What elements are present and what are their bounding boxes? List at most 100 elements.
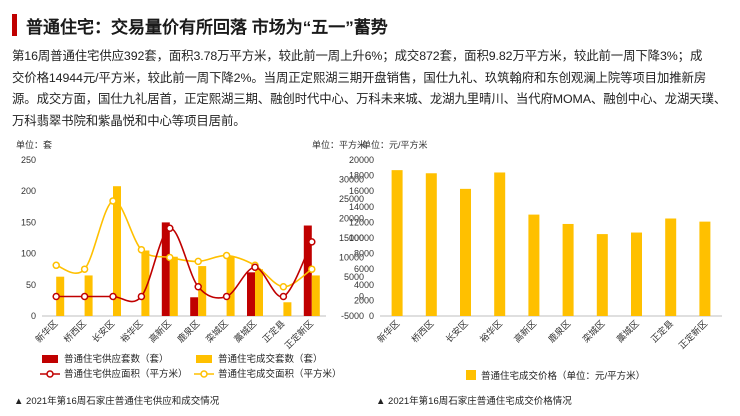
page-title: 普通住宅：交易量价有所回落 市场为“五一”蓄势 bbox=[26, 18, 388, 37]
x-tick-label: 桥西区 bbox=[409, 318, 436, 345]
x-tick-label: 藁城区 bbox=[614, 318, 641, 345]
title-bar: 普通住宅：交易量价有所回落 市场为“五一”蓄势 bbox=[0, 12, 740, 40]
chart-caption: ▲ 2021年第16周石家庄普通住宅成交价格情况 bbox=[376, 395, 572, 407]
paragraph-line: 万科翡翠书院和紫晶悦和中心等项目居前。 bbox=[12, 113, 246, 128]
price-bar bbox=[665, 218, 677, 316]
deal-area-line bbox=[55, 200, 313, 288]
y-tick-label: 16000 bbox=[349, 186, 374, 196]
x-tick-label: 裕华区 bbox=[477, 318, 504, 345]
price-bar bbox=[699, 221, 711, 316]
summary-paragraph: 第16周普通住宅供应392套，面积3.78万平方米，较此前一周上升6%；成交87… bbox=[12, 46, 730, 132]
legend-swatch-deal-units bbox=[196, 355, 212, 363]
y-tick-label: 20000 bbox=[349, 155, 374, 165]
x-tick-label: 长安区 bbox=[443, 318, 470, 345]
y-tick-label: 18000 bbox=[349, 171, 374, 181]
right-tick-label: 0 bbox=[359, 292, 364, 302]
right-tick-label: 25000 bbox=[339, 194, 364, 204]
legend-label: 普通住宅供应套数（套） bbox=[64, 353, 169, 365]
y-tick-label: 0 bbox=[369, 311, 374, 321]
right-tick-label: 10000 bbox=[339, 253, 364, 263]
title-accent-bar bbox=[12, 14, 17, 36]
y-tick-label: 12000 bbox=[349, 217, 374, 227]
supply-area-marker bbox=[80, 292, 89, 301]
deal-units-bar bbox=[113, 186, 121, 316]
deal-area-marker bbox=[222, 251, 231, 260]
legend-label: 普通住宅成交价格（单位：元/平方米） bbox=[481, 370, 645, 382]
legend-swatch-deal-area-marker bbox=[200, 370, 208, 378]
deal-units-bar bbox=[169, 256, 178, 316]
supply-area-marker bbox=[194, 283, 202, 291]
x-tick-label: 鹿泉区 bbox=[546, 318, 573, 345]
right-tick-label: 15000 bbox=[339, 233, 364, 243]
left-tick-label: 150 bbox=[21, 217, 36, 227]
supply-area-marker bbox=[222, 292, 231, 301]
price-bar bbox=[391, 170, 403, 316]
left-axis-unit: 单位：套 bbox=[16, 139, 52, 150]
axis-unit: 单位：元/平方米 bbox=[362, 139, 428, 150]
paragraph-line: 第16周普通住宅供应392套，面积3.78万平方米，较此前一周上升6%；成交87… bbox=[12, 49, 703, 63]
x-tick-label: 正定县 bbox=[648, 318, 675, 345]
x-tick-label: 栾城区 bbox=[580, 318, 607, 345]
deal-area-marker bbox=[109, 197, 117, 205]
supply-area-marker bbox=[251, 263, 259, 271]
legend-label: 普通住宅供应面积（平方米） bbox=[64, 368, 188, 380]
right-tick-label: 30000 bbox=[339, 175, 364, 185]
deal-area-marker bbox=[308, 265, 316, 273]
deal-area-marker bbox=[166, 253, 174, 262]
supply-area-marker bbox=[166, 224, 174, 232]
y-tick-label: 6000 bbox=[354, 264, 374, 274]
price-bar bbox=[596, 234, 608, 316]
deal-units-bar bbox=[255, 269, 263, 316]
y-tick-label: 2000 bbox=[354, 295, 374, 305]
deal-area-marker bbox=[279, 283, 288, 291]
right-tick-label: 20000 bbox=[339, 214, 364, 224]
supply-units-bar bbox=[303, 225, 312, 316]
supply-units-bar bbox=[161, 222, 170, 316]
supply-area-marker bbox=[308, 238, 316, 246]
legend-swatch-supply-area-marker bbox=[46, 370, 54, 378]
paragraph-line: 交价格14944元/平方米，较此前一周下降2%。当周正定熙湖三期开盘销售，国仕九… bbox=[12, 70, 707, 85]
price-bar bbox=[494, 172, 506, 316]
deal-area-marker bbox=[80, 265, 89, 273]
legend-label: 普通住宅成交套数（套） bbox=[218, 353, 323, 365]
paragraph-line: 源。成交方面，国仕九礼居首，正定熙湖三期、融创时代中心、万科未来城、龙湖九里晴川… bbox=[12, 92, 727, 106]
left-tick-label: 0 bbox=[31, 311, 36, 321]
left-tick-label: 250 bbox=[21, 155, 36, 165]
supply-units-bar bbox=[247, 272, 255, 316]
deal-area-marker bbox=[194, 257, 202, 266]
left-tick-label: 200 bbox=[21, 186, 36, 196]
price-bar bbox=[528, 214, 540, 316]
y-tick-label: 8000 bbox=[354, 249, 374, 259]
price-bar bbox=[562, 223, 574, 316]
left-tick-label: 100 bbox=[21, 249, 36, 259]
price-bar bbox=[425, 173, 437, 316]
supply-area-marker bbox=[279, 292, 288, 301]
left-tick-label: 50 bbox=[26, 280, 36, 290]
deal-units-bar bbox=[283, 302, 292, 316]
legend-swatch-supply-units bbox=[42, 355, 58, 363]
deal-area-marker bbox=[137, 245, 146, 254]
deal-units-bar bbox=[141, 250, 150, 316]
y-tick-label: 14000 bbox=[349, 202, 374, 212]
right-tick-label: -5000 bbox=[341, 311, 364, 321]
legend-swatch-price bbox=[466, 370, 476, 380]
supply-area-marker bbox=[137, 292, 146, 301]
deal-units-bar bbox=[226, 256, 235, 316]
y-tick-label: 4000 bbox=[354, 280, 374, 290]
deal-area-marker bbox=[52, 261, 60, 270]
supply-area-marker bbox=[109, 292, 117, 301]
supply-area-line bbox=[56, 227, 313, 303]
supply-units-bar bbox=[190, 297, 199, 316]
y-tick-label: 10000 bbox=[349, 233, 374, 243]
supply-area-marker bbox=[52, 292, 60, 301]
x-tick-label: 正定新区 bbox=[676, 318, 709, 351]
x-tick-label: 新华区 bbox=[375, 318, 402, 345]
right-tick-label: 5000 bbox=[344, 272, 364, 282]
right-axis-unit: 单位：平方米 bbox=[312, 139, 366, 150]
x-tick-label: 高新区 bbox=[511, 318, 538, 345]
price-bar bbox=[460, 188, 471, 316]
chart-caption: ▲ 2021年第16周石家庄普通住宅供应和成交情况 bbox=[14, 395, 220, 407]
price-bar bbox=[631, 232, 642, 316]
